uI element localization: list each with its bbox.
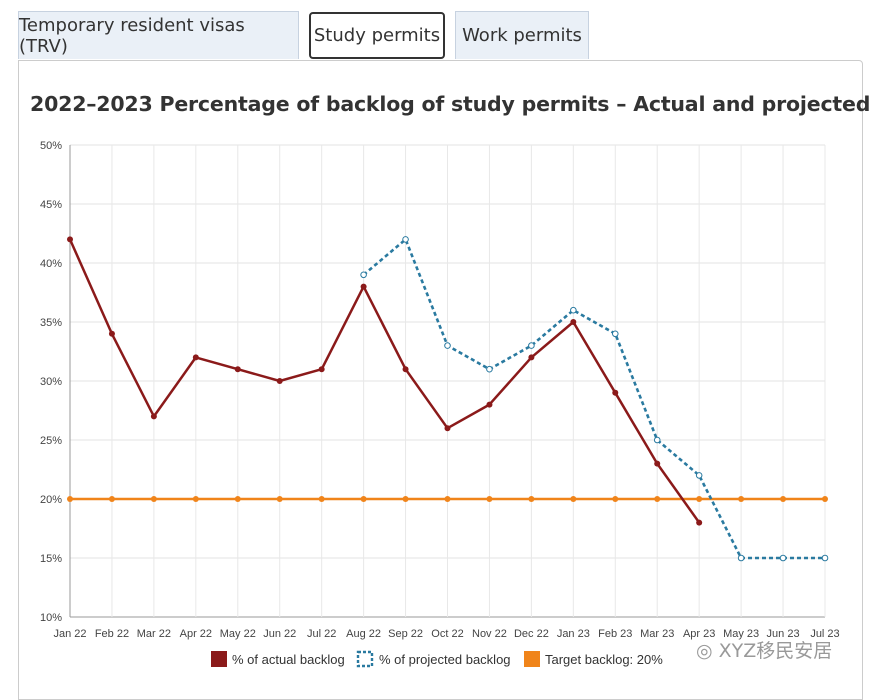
- legend-swatch: [356, 650, 374, 668]
- data-point: [696, 496, 703, 502]
- data-point: [402, 496, 409, 502]
- data-point: [276, 496, 283, 502]
- series-line-1: [362, 238, 825, 560]
- data-point: [234, 366, 241, 373]
- data-point: [234, 496, 241, 502]
- data-point: [318, 366, 325, 373]
- data-point: [108, 330, 115, 337]
- data-point: [780, 496, 787, 502]
- series-line-0: [68, 238, 701, 524]
- data-point: [150, 496, 157, 502]
- data-point: [654, 460, 661, 467]
- y-tick-label: 15%: [40, 553, 62, 565]
- data-point: [108, 496, 115, 502]
- legend-label: % of actual backlog: [232, 652, 345, 667]
- tab-study-permits[interactable]: Study permits: [309, 12, 445, 59]
- tab-label: Work permits: [462, 25, 582, 46]
- data-point: [779, 554, 787, 562]
- x-tick-label: Apr 23: [683, 628, 715, 640]
- y-tick-label: 10%: [40, 612, 62, 624]
- x-tick-label: Jan 22: [53, 628, 86, 640]
- data-point: [612, 389, 619, 396]
- data-point: [67, 236, 73, 243]
- data-point: [612, 496, 619, 502]
- data-point: [654, 496, 661, 502]
- data-point: [67, 496, 73, 502]
- x-tick-label: Jul 23: [810, 628, 839, 640]
- data-point: [653, 436, 661, 444]
- x-tick-label: Nov 22: [472, 628, 507, 640]
- y-tick-label: 20%: [40, 494, 62, 506]
- x-tick-label: Oct 22: [431, 628, 463, 640]
- tab-work-permits[interactable]: Work permits: [455, 11, 589, 59]
- x-tick-label: Jan 23: [557, 628, 590, 640]
- x-tick-label: Feb 22: [95, 628, 129, 640]
- x-tick-label: Feb 23: [598, 628, 632, 640]
- x-tick-label: Jun 23: [767, 628, 800, 640]
- data-point: [486, 496, 493, 502]
- data-point: [570, 319, 577, 325]
- data-point: [192, 496, 199, 502]
- y-tick-label: 35%: [40, 317, 62, 329]
- wechat-icon: ◎: [696, 640, 713, 662]
- x-tick-label: Aug 22: [346, 628, 381, 640]
- x-tick-label: Sep 22: [388, 628, 423, 640]
- x-tick-label: May 23: [723, 628, 759, 640]
- x-tick-label: Jun 22: [263, 628, 296, 640]
- watermark-text: XYZ移民安居: [718, 640, 833, 662]
- y-tick-label: 40%: [40, 258, 62, 270]
- data-point: [444, 425, 451, 432]
- data-point: [402, 366, 409, 373]
- data-point: [360, 496, 367, 502]
- y-tick-label: 25%: [40, 435, 62, 447]
- data-point: [318, 496, 325, 502]
- x-tick-label: May 22: [220, 628, 256, 640]
- data-point: [528, 342, 535, 349]
- y-tick-label: 45%: [40, 199, 62, 211]
- data-point: [360, 283, 367, 290]
- data-point: [570, 306, 577, 314]
- data-point: [360, 271, 367, 279]
- data-point: [695, 472, 703, 479]
- x-tick-label: Jul 22: [307, 628, 336, 640]
- y-tick-label: 30%: [40, 376, 62, 388]
- data-point: [738, 496, 745, 502]
- data-point: [444, 496, 451, 502]
- data-point: [276, 378, 283, 384]
- y-tick-label: 50%: [40, 140, 62, 152]
- data-point: [486, 365, 493, 373]
- data-point: [444, 342, 451, 349]
- data-point: [696, 519, 703, 526]
- data-point: [822, 496, 828, 502]
- x-tick-label: Mar 23: [640, 628, 674, 640]
- watermark: ◎ XYZ移民安居: [696, 636, 832, 663]
- data-point: [192, 354, 199, 361]
- data-point: [486, 401, 493, 408]
- data-point: [528, 496, 535, 502]
- x-tick-label: Apr 22: [180, 628, 212, 640]
- data-point: [528, 354, 535, 361]
- data-point: [150, 413, 157, 420]
- tab-temporary-resident-visas[interactable]: Temporary resident visas (TRV): [18, 11, 299, 59]
- tab-label: Temporary resident visas (TRV): [19, 14, 245, 57]
- x-tick-label: Mar 22: [137, 628, 171, 640]
- tab-label: Study permits: [313, 25, 441, 46]
- data-point: [402, 236, 409, 243]
- legend-swatch: [524, 651, 540, 667]
- data-point: [737, 554, 745, 562]
- legend-label: % of projected backlog: [379, 652, 511, 667]
- x-tick-label: Dec 22: [514, 628, 549, 640]
- legend-label: Target backlog: 20%: [545, 652, 663, 667]
- data-point: [821, 554, 829, 562]
- data-point: [570, 496, 577, 502]
- chart-title: 2022–2023 Percentage of backlog of study…: [30, 92, 871, 116]
- legend-swatch: [211, 651, 227, 667]
- data-point: [611, 330, 619, 338]
